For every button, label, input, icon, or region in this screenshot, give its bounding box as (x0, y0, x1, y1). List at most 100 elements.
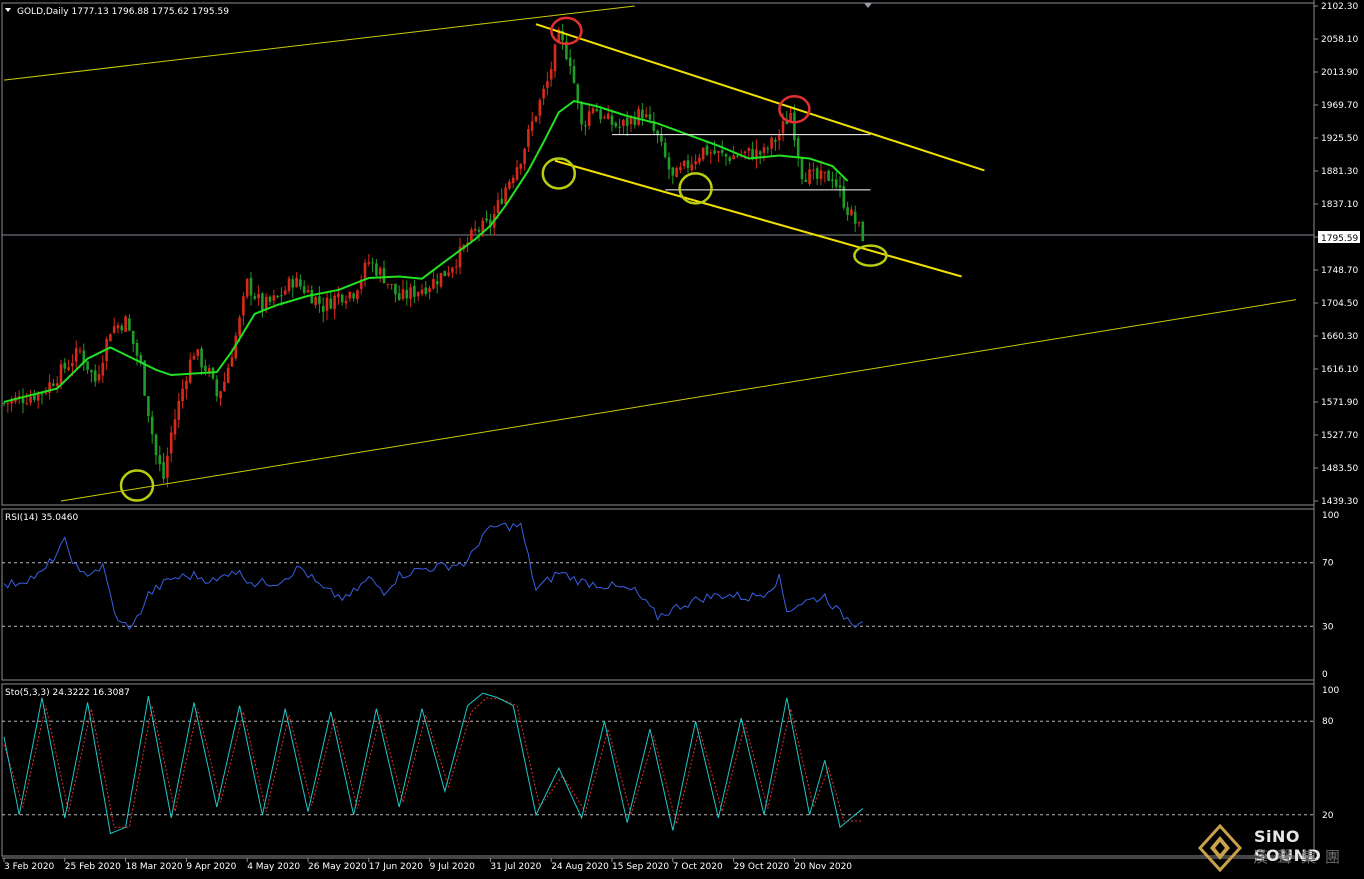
candle (318, 286, 321, 313)
candle (812, 162, 815, 180)
candle (667, 152, 671, 180)
candle-body (55, 383, 59, 387)
candle-body (162, 462, 165, 479)
candle (587, 103, 591, 130)
sto-tick-label: 20 (1322, 811, 1334, 821)
candle (200, 346, 203, 376)
candle-body (340, 294, 344, 303)
candle-body (713, 150, 716, 154)
candle (420, 284, 424, 297)
candle (477, 226, 481, 242)
candle-body (751, 148, 754, 160)
candle-body (386, 283, 390, 285)
candle-body (796, 138, 800, 158)
candle (682, 159, 686, 170)
candle-body (580, 103, 583, 125)
candle (451, 266, 454, 278)
candle (428, 285, 431, 300)
candle-body (857, 222, 861, 224)
candle-body (120, 325, 124, 331)
candle-body (663, 142, 667, 157)
candle-body (432, 278, 435, 289)
candle-body (321, 305, 325, 312)
candle-body (382, 268, 386, 284)
candle (838, 175, 842, 198)
candle-body (538, 100, 542, 116)
candle-body (109, 334, 112, 342)
candle (207, 364, 211, 377)
watermark (1197, 822, 1364, 875)
time-tick-label: 7 Oct 2020 (673, 862, 723, 872)
candle (219, 390, 222, 407)
candle-body (268, 296, 272, 302)
candle-body (850, 209, 853, 216)
candle-body (694, 161, 697, 165)
candle (846, 201, 849, 221)
candle-body (793, 112, 796, 141)
candle-body (131, 330, 135, 345)
candle (538, 98, 542, 124)
candle (713, 140, 716, 155)
sto-main-line (3, 692, 864, 835)
swing-low-marker (678, 172, 713, 205)
price-tick-label: 1439.30 (1321, 497, 1358, 507)
candle-body (10, 399, 13, 404)
chart-shift-marker-icon[interactable] (864, 3, 872, 8)
candle-body (519, 164, 523, 169)
candle (124, 314, 127, 332)
price-tick-label: 1527.70 (1321, 431, 1358, 441)
time-tick-label: 20 Nov 2020 (794, 862, 852, 872)
candle (181, 379, 184, 409)
time-tick-label: 3 Feb 2020 (4, 862, 55, 872)
candle (565, 33, 568, 61)
candle (827, 169, 830, 181)
candle (409, 283, 412, 308)
candle-body (325, 297, 329, 311)
candle (584, 120, 587, 136)
candle (508, 179, 511, 191)
candle (580, 101, 583, 131)
candle (842, 178, 846, 210)
candle-body (675, 167, 678, 178)
candle (253, 292, 257, 301)
candle-body (276, 295, 279, 298)
candle-body (827, 170, 830, 181)
candle (709, 149, 713, 164)
candle-body (242, 296, 245, 316)
candle-body (515, 167, 519, 180)
collapse-arrow-icon[interactable] (5, 8, 11, 12)
candle (352, 291, 355, 302)
rsi-label: RSI(14) 35.0460 (5, 513, 78, 523)
candle-body (283, 290, 287, 295)
candle-body (390, 284, 393, 286)
candle-body (299, 279, 302, 287)
candle-body (207, 368, 211, 373)
candle (815, 165, 819, 186)
candle (272, 289, 276, 307)
candle (443, 270, 447, 277)
candle-body (504, 187, 507, 205)
candle-body (477, 229, 481, 232)
price-tick-label: 2013.90 (1321, 68, 1358, 78)
candle-body (804, 179, 808, 182)
candle-body (747, 147, 751, 152)
candle-body (253, 296, 257, 299)
candle (701, 147, 705, 162)
rsi-tick-label: 70 (1322, 559, 1334, 569)
candle-body (447, 272, 450, 276)
candle-body (777, 135, 781, 141)
candle (344, 295, 348, 309)
candle-body (52, 383, 55, 386)
candle-body (25, 402, 29, 404)
candle (287, 275, 291, 294)
candle (382, 260, 386, 284)
candle (504, 183, 507, 206)
candle (857, 221, 861, 228)
time-tick-label: 18 Mar 2020 (126, 862, 183, 872)
candle-body (565, 41, 568, 60)
candle (770, 136, 773, 157)
candle-body (489, 219, 492, 227)
price-tick-label: 1837.10 (1321, 200, 1358, 210)
candle-body (78, 350, 82, 352)
